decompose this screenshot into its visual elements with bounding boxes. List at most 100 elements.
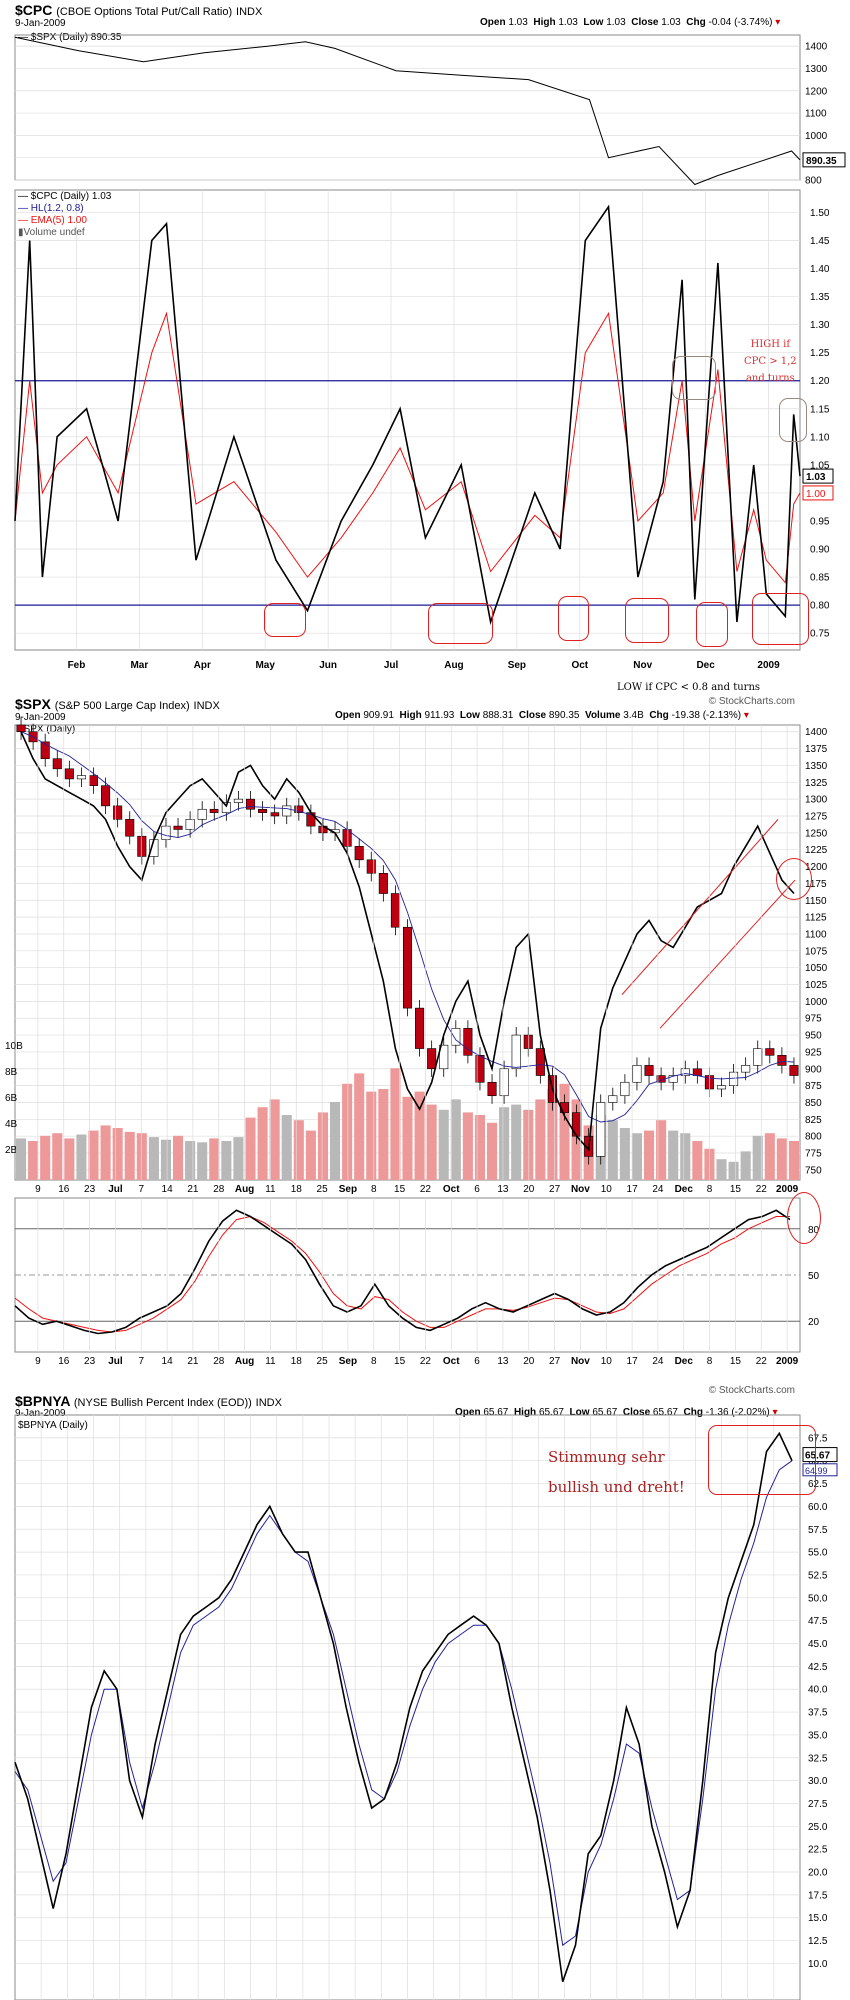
candle: [535, 1048, 545, 1076]
spx-tick-label: 1350: [805, 761, 828, 772]
spx-x-label: 16: [58, 1184, 70, 1195]
volume-bar: [680, 1133, 691, 1180]
volume-bar: [776, 1138, 787, 1180]
cpc-panel: $CPC (CBOE Options Total Put/Call Ratio)…: [0, 0, 850, 693]
bpnya-tick-label: 32.5: [808, 1753, 828, 1764]
spx-tick-label: 1000: [805, 997, 828, 1008]
spx-tick-label: 825: [805, 1115, 822, 1126]
volume-bar: [330, 1102, 341, 1180]
high-marker-jan: [779, 398, 807, 442]
bpnya-tick-label: 20.0: [808, 1868, 828, 1879]
spx-x-label: 25: [317, 1184, 329, 1195]
volume-bar: [366, 1091, 377, 1180]
spx-tick-label: 1375: [805, 744, 828, 755]
volume-bar: [619, 1128, 630, 1180]
stoch-x-label: 10: [601, 1356, 613, 1367]
spx-chart-svg: 7507758008258508759009259509751000102510…: [5, 716, 828, 1367]
stoch-x-label: 21: [187, 1356, 199, 1367]
spx-exchange: INDX: [193, 700, 220, 712]
cpc-title: $CPC (CBOE Options Total Put/Call Ratio)…: [15, 2, 262, 18]
bpnya-last-box: [802, 1447, 838, 1463]
spx-x-label: 22: [756, 1184, 768, 1195]
candle: [366, 859, 376, 874]
spx-x-label: 14: [162, 1184, 174, 1195]
cpc-tick-label: 1.45: [810, 236, 830, 247]
cpc-last-label: 1.03: [806, 472, 826, 483]
volume-bar: [523, 1109, 534, 1180]
volume-bar: [438, 1109, 449, 1180]
candle: [765, 1048, 775, 1056]
spx-x-label: 22: [420, 1184, 432, 1195]
bpnya-tick-label: 35.0: [808, 1730, 828, 1741]
cpc-tick-label: 1.40: [810, 264, 830, 275]
bpnya-tick-label: 25.0: [808, 1822, 828, 1833]
spx-symbol: $SPX: [15, 696, 51, 712]
stoch-x-label: 14: [162, 1356, 174, 1367]
volume-bar: [317, 1112, 328, 1180]
candle: [741, 1065, 751, 1073]
spx-x-label: 27: [549, 1184, 561, 1195]
volume-bar: [342, 1083, 353, 1180]
candle: [185, 819, 195, 830]
spx-tick-label: 950: [805, 1031, 822, 1042]
volume-tick-label: 8B: [5, 1067, 18, 1078]
spx-x-label: 6: [474, 1184, 480, 1195]
volume-bar: [559, 1083, 570, 1180]
spx-overlay-black-line: [20, 731, 795, 1152]
high-note: HIGH if CPC > 1,2 and turns: [744, 339, 797, 384]
bpnya-tick-label: 60.0: [808, 1502, 828, 1513]
cpc-tick-label: 1.05: [810, 460, 830, 471]
stoch-tick-label: 20: [808, 1317, 820, 1328]
low-marker-dec: [696, 602, 728, 647]
cpc-tick-label: 0.95: [810, 516, 830, 527]
volume-tick-label: 4B: [5, 1119, 18, 1130]
spx-tick-label: 1225: [805, 845, 828, 856]
volume-bar: [644, 1130, 655, 1180]
candle: [668, 1075, 678, 1083]
spx-tick-label: 850: [805, 1098, 822, 1109]
volume-bar: [209, 1138, 220, 1180]
bpnya-tick-label: 62.5: [808, 1479, 828, 1490]
candle: [258, 808, 268, 813]
cpc-symbol: $CPC: [15, 2, 53, 18]
volume-bar: [52, 1133, 63, 1180]
cpc-tick-label: 0.75: [810, 629, 830, 640]
stoch-x-label: 7: [138, 1356, 144, 1367]
cpc-tick-label: 0.85: [810, 573, 830, 584]
stoch-x-label: 11: [265, 1356, 276, 1367]
spx-tick-label: 1325: [805, 778, 828, 789]
volume-bar: [474, 1115, 485, 1180]
cpc-tick-label: 1.20: [810, 376, 830, 387]
candle: [270, 812, 280, 817]
candle: [161, 825, 171, 840]
overlay-tick-label: 800: [805, 176, 822, 187]
spx-title: $SPX (S&P 500 Large Cap Index) INDX: [15, 696, 220, 712]
spx-copyright: © StockCharts.com: [708, 696, 795, 707]
stoch-x-label: 28: [213, 1356, 225, 1367]
volume-bar: [112, 1128, 123, 1180]
candle: [233, 798, 243, 803]
spx-tick-label: 1400: [805, 727, 828, 738]
stoch-x-label: 6: [474, 1356, 480, 1367]
bpnya-tick-label: 22.5: [808, 1845, 828, 1856]
candle: [221, 802, 231, 813]
cpc-exchange: INDX: [236, 6, 263, 18]
cpc-x-label: Feb: [68, 660, 86, 671]
spx-x-label: 18: [291, 1184, 303, 1195]
volume-bar: [221, 1141, 232, 1180]
spx-x-label: Aug: [235, 1184, 254, 1195]
candle: [294, 805, 304, 813]
cpc-tick-label: 1.15: [810, 404, 830, 415]
volume-bar: [462, 1112, 473, 1180]
stoch-x-label: 17: [627, 1356, 639, 1367]
spx-x-label: 11: [265, 1184, 276, 1195]
candle: [173, 825, 183, 830]
bpnya-ma-last-box: [802, 1463, 838, 1477]
cpc-last-box: [802, 468, 834, 484]
bpnya-panel: © StockCharts.com $BPNYA (NYSE Bullish P…: [0, 1385, 850, 2000]
candle: [282, 805, 292, 817]
stoch-x-label: Dec: [675, 1356, 694, 1367]
candle: [729, 1071, 739, 1086]
candle: [113, 805, 123, 820]
cpc-x-label: May: [255, 660, 275, 671]
